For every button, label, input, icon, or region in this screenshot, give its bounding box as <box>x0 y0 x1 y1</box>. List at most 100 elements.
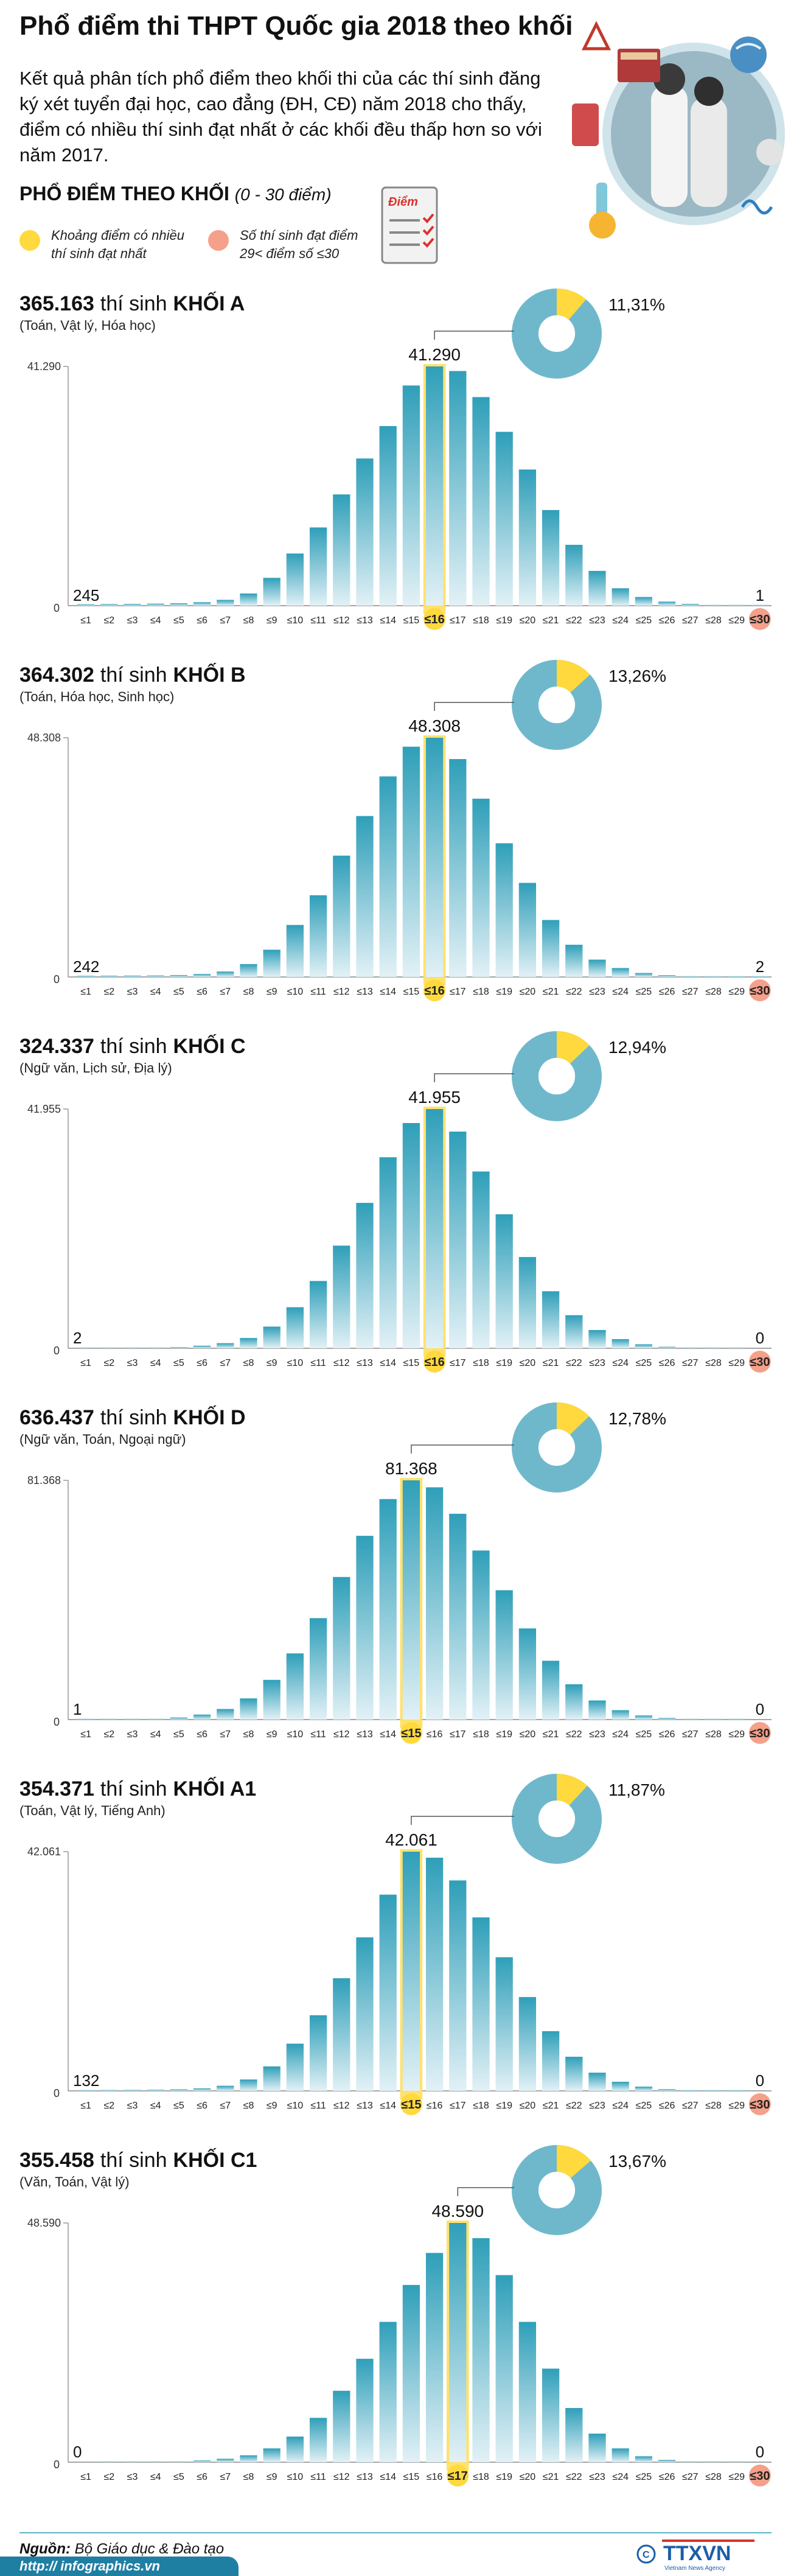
last-value-label: 2 <box>756 957 764 976</box>
x-tick-label: ≤27 <box>682 1729 699 1740</box>
x-tick-label: ≤6 <box>197 1729 207 1740</box>
x-tick-label: ≤20 <box>520 2472 536 2482</box>
bar <box>472 799 490 977</box>
bar <box>612 968 629 977</box>
legend-highlight-dot <box>19 230 40 251</box>
x-tick-label: ≤19 <box>496 987 512 997</box>
x-tick-label: ≤15 <box>403 1358 420 1368</box>
x-tick-label: ≤29 <box>728 2472 745 2482</box>
x-tick-label: ≤9 <box>267 1729 277 1740</box>
share-percent-label: 12,94% <box>608 1038 666 1057</box>
bar <box>565 945 583 977</box>
bar <box>705 2090 722 2091</box>
x-tick-label: ≤16 <box>427 2472 443 2482</box>
bar <box>565 545 583 606</box>
bar <box>588 2434 606 2462</box>
x-tick-label: ≤22 <box>566 2472 582 2482</box>
legend-highlight-line2: thí sinh đạt nhất <box>51 246 147 261</box>
bar <box>542 920 560 977</box>
x-tick-label: ≤6 <box>197 2472 207 2482</box>
bar <box>263 1679 281 1720</box>
x-tick-label: ≤5 <box>173 615 184 626</box>
x-tick-label: ≤25 <box>636 2101 652 2111</box>
share-percent-label: 13,26% <box>608 667 666 685</box>
x-tick-label: ≤7 <box>220 987 231 997</box>
share-donut-hole <box>538 1429 575 1466</box>
x-tick-label: ≤14 <box>380 1729 396 1740</box>
first-value-label: 242 <box>73 957 99 976</box>
bar <box>286 553 304 606</box>
end-tick-dot <box>748 979 771 1001</box>
share-donut-slice <box>557 289 587 320</box>
bar <box>124 1718 141 1720</box>
last-value-label: 1 <box>756 586 764 604</box>
block-title: 365.163 thí sinh KHỐI A <box>19 292 245 315</box>
x-tick-label: ≤19 <box>496 615 512 626</box>
bar <box>449 2223 467 2462</box>
bar <box>425 1487 444 1720</box>
x-tick-label: ≤17 <box>450 2101 466 2111</box>
peak-connector-line <box>457 2187 514 2196</box>
x-tick-label: ≤11 <box>310 1729 326 1740</box>
bar <box>728 604 745 606</box>
x-tick-label: ≤11 <box>310 615 326 626</box>
footer: Nguồn: Bộ Giáo dục & Đào tạo http:// inf… <box>0 2532 791 2576</box>
share-donut-hole <box>538 1801 575 1837</box>
y-max-label: 81.368 <box>27 1474 61 1486</box>
legend-highlight-line1: Khoảng điểm có nhiều <box>51 228 184 243</box>
bar <box>425 2253 444 2462</box>
bar <box>658 2089 676 2091</box>
end-tick-dot <box>748 608 771 630</box>
bar <box>728 1718 745 1720</box>
x-tick-label: ≤9 <box>267 615 277 626</box>
x-tick-label: ≤15 <box>401 2098 421 2112</box>
x-tick-label: ≤3 <box>127 1358 138 1368</box>
bar <box>542 1291 560 1348</box>
bar <box>263 1326 281 1348</box>
x-tick-label: ≤28 <box>705 615 722 626</box>
x-tick-label: ≤1 <box>80 987 91 997</box>
x-tick-label: ≤5 <box>173 987 184 997</box>
block-total: 354.371 <box>19 1777 94 1801</box>
bar <box>449 1513 467 1720</box>
bar <box>379 1894 397 2091</box>
first-value-label: 2 <box>73 1329 82 1347</box>
block-subjects: (Toán, Vật lý, Hóa học) <box>19 318 156 333</box>
x-tick-label: ≤18 <box>473 615 489 626</box>
bar <box>286 2043 304 2091</box>
x-tick-label: ≤30 <box>750 2469 770 2483</box>
x-tick-label: ≤25 <box>636 1729 652 1740</box>
bar <box>588 1330 606 1348</box>
block-subjects: (Ngữ văn, Toán, Ngoại ngữ) <box>19 1432 186 1447</box>
site-link[interactable]: http:// infographics.vn <box>0 2557 239 2576</box>
x-tick-label: ≤29 <box>728 1729 745 1740</box>
bar <box>542 509 560 606</box>
block-total: 324.337 <box>19 1035 94 1058</box>
bar <box>472 1550 490 1720</box>
peak-tick-dot <box>400 2093 422 2115</box>
score-distribution-chart: 365.163 thí sinh KHỐI A (Toán, Vật lý, Hóa … <box>19 289 772 630</box>
bar <box>681 1718 699 1720</box>
x-tick-label: ≤2 <box>103 615 114 626</box>
bar <box>217 2085 234 2091</box>
x-tick-label: ≤7 <box>220 1729 231 1740</box>
bar <box>658 1718 676 1720</box>
y-min-label: 0 <box>54 1716 60 1728</box>
x-tick-label: ≤19 <box>496 2101 512 2111</box>
block-total-suffix: thí sinh <box>100 1406 167 1429</box>
x-tick-label: ≤20 <box>520 1729 536 1740</box>
x-tick-label: ≤13 <box>357 2101 373 2111</box>
brand-name: TTXVN <box>663 2542 731 2565</box>
x-tick-label: ≤26 <box>659 2101 675 2111</box>
bar <box>658 1346 676 1348</box>
block-total-suffix: thí sinh <box>100 1777 167 1801</box>
bar <box>658 975 676 977</box>
bar <box>356 1536 374 1720</box>
bar <box>379 1157 397 1348</box>
bar <box>333 2390 350 2462</box>
x-tick-label: ≤2 <box>103 1729 114 1740</box>
x-tick-label: ≤19 <box>496 1358 512 1368</box>
block-title: 354.371 thí sinh KHỐI A1 <box>19 1777 256 1801</box>
bar <box>728 2090 745 2091</box>
bar <box>240 964 257 977</box>
